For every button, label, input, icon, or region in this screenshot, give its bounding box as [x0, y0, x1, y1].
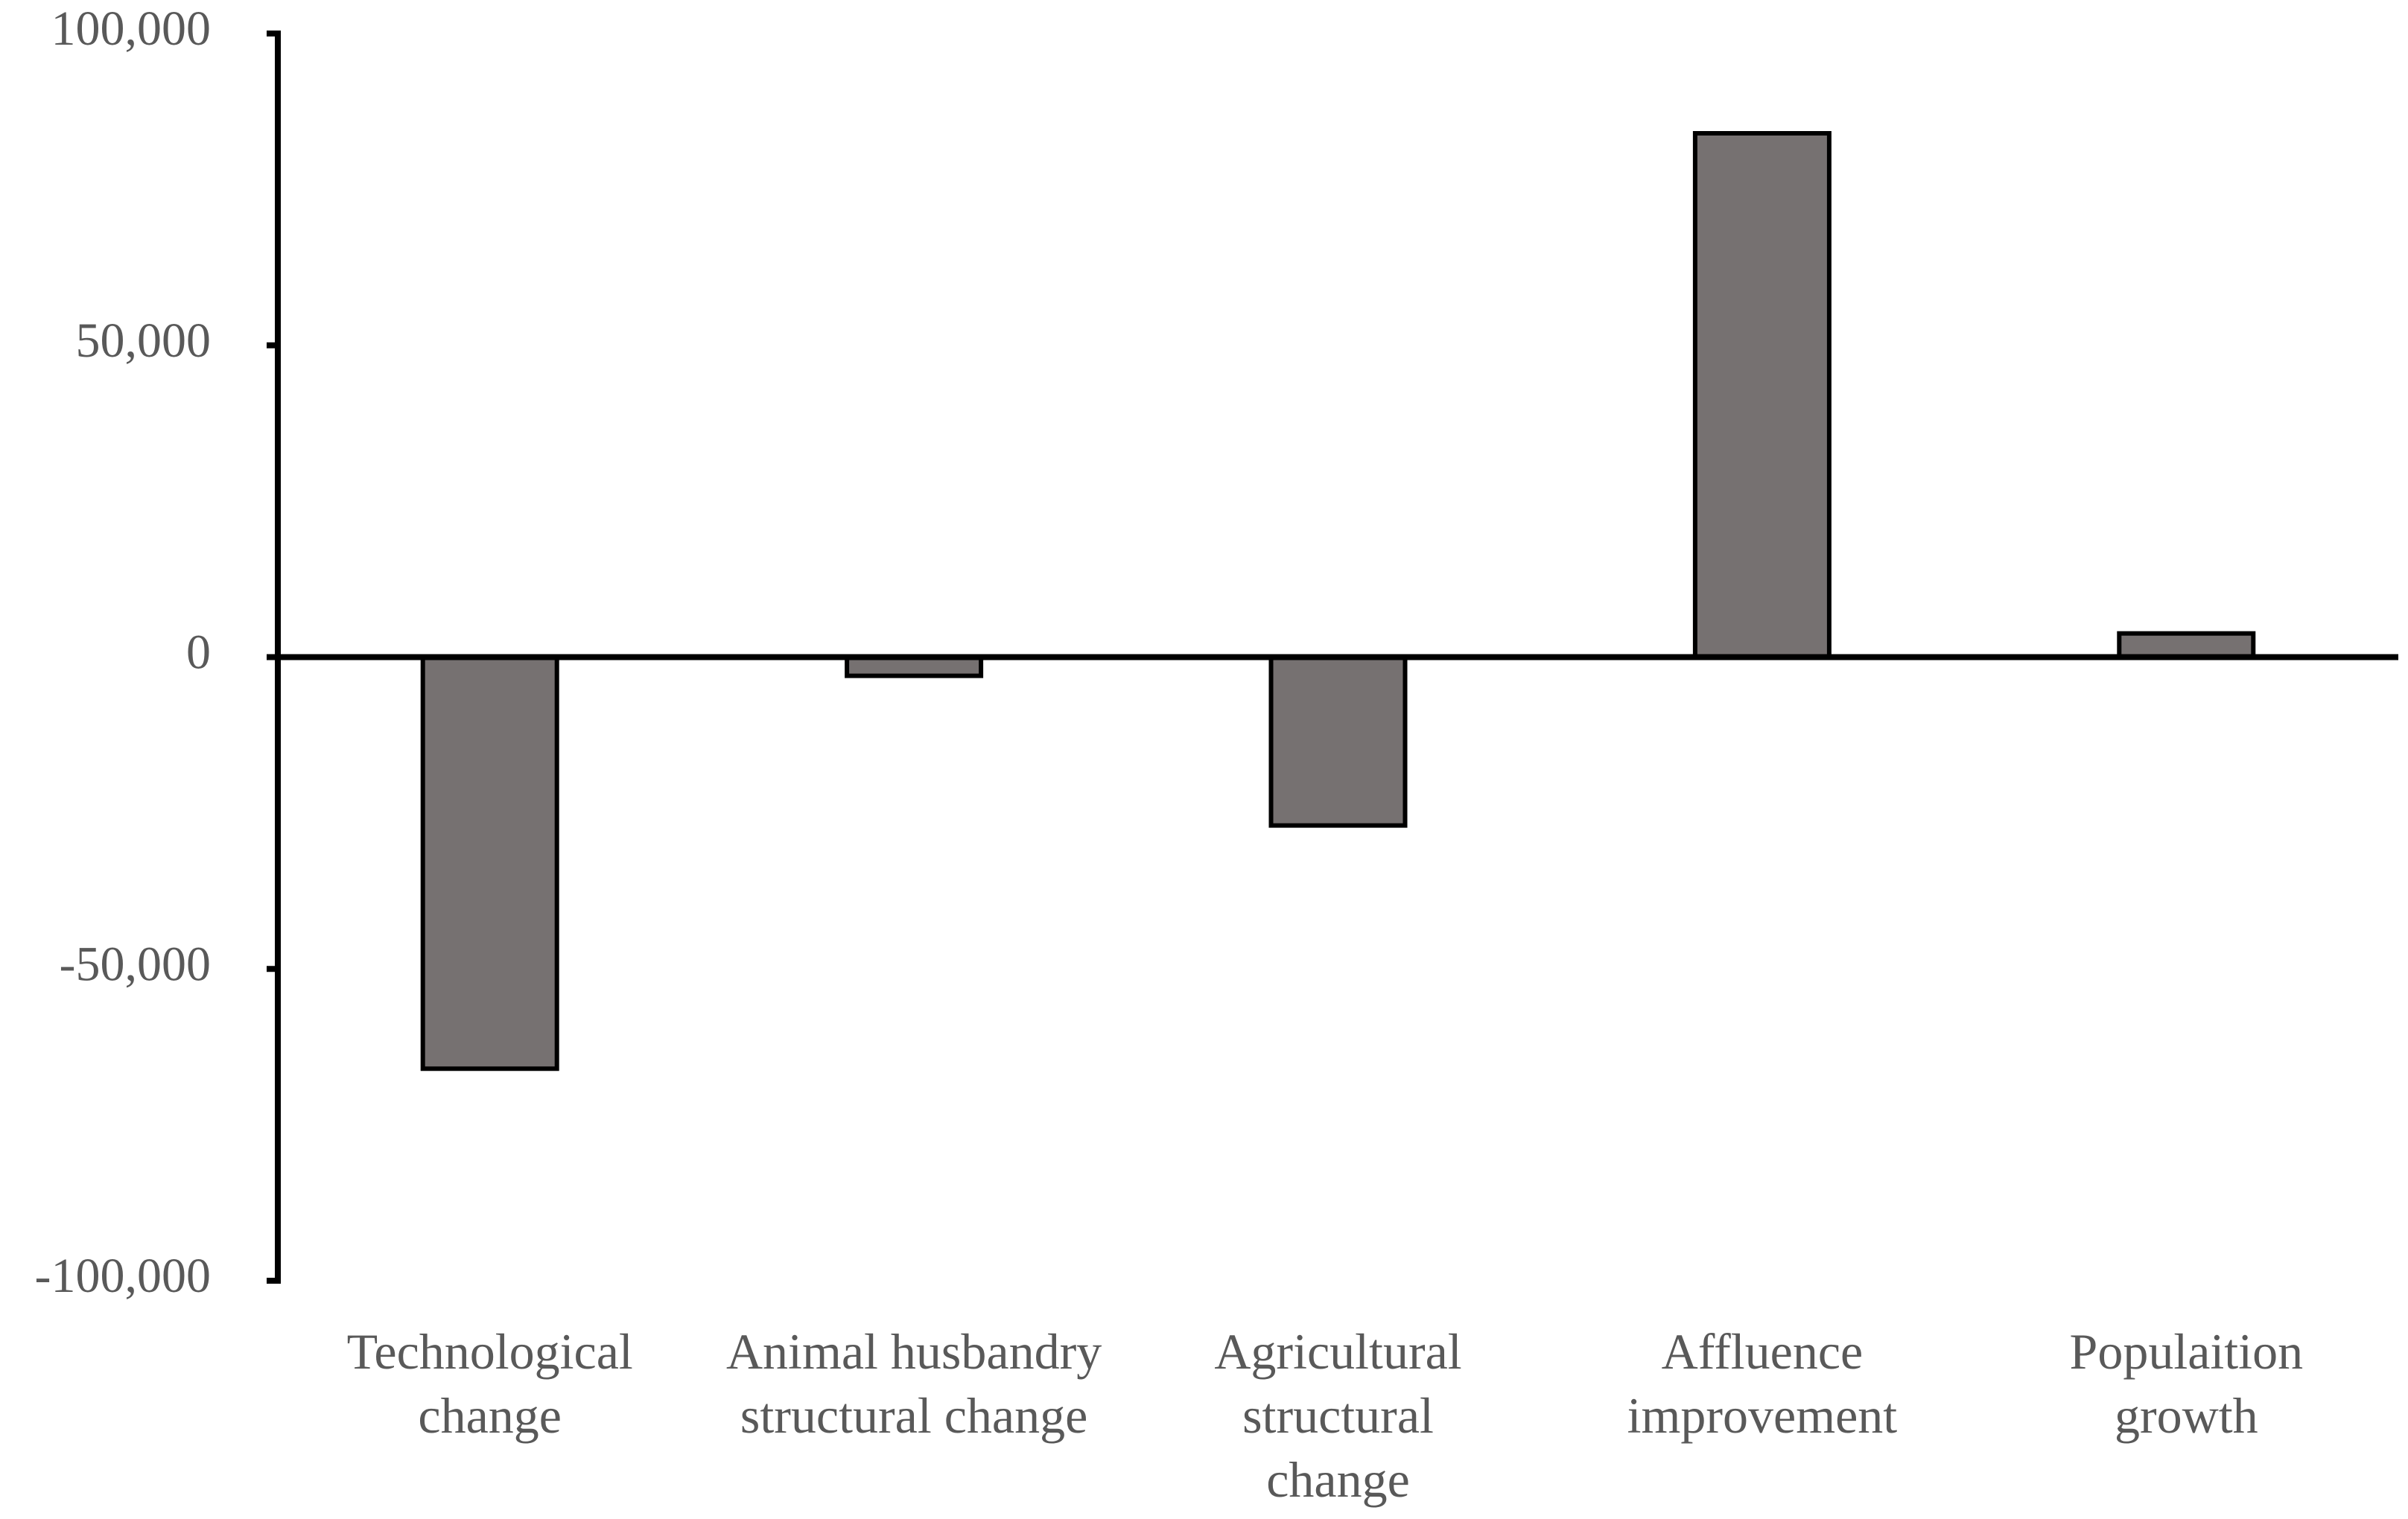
category-label-4-line-1: growth — [2115, 1387, 2258, 1444]
y-tick-label-0: 100,000 — [51, 1, 212, 56]
y-tick-label-1: 50,000 — [76, 313, 212, 368]
category-label-4-line-0: Populaition — [2070, 1323, 2304, 1380]
category-label-1-line-1: structural change — [740, 1387, 1087, 1444]
y-tick-label-2: 0 — [186, 625, 211, 680]
category-label-1: Animal husbandry structural change — [726, 1323, 1102, 1444]
category-label-3: Affluence improvement — [1627, 1323, 1898, 1444]
category-label-1-line-0: Animal husbandry — [726, 1323, 1102, 1380]
category-label-2: Agricultural structural change — [1214, 1323, 1461, 1508]
category-label-3-line-1: improvement — [1627, 1387, 1898, 1444]
bar-2 — [1268, 655, 1408, 828]
category-label-2-line-2: change — [1266, 1451, 1410, 1508]
category-label-4: Populaition growth — [2070, 1323, 2304, 1444]
axes-group — [267, 31, 2398, 1284]
bar-0 — [420, 655, 559, 1071]
bar-3 — [1692, 131, 1832, 660]
bars-group — [420, 131, 2256, 1071]
category-labels: Technological change Animal husbandry struc… — [347, 1323, 2303, 1508]
category-label-0-line-1: change — [418, 1387, 562, 1444]
y-tick-label-3: -50,000 — [60, 937, 211, 991]
category-label-0: Technological change — [347, 1323, 633, 1444]
bar-4 — [2117, 631, 2256, 660]
category-label-2-line-1: structural — [1242, 1387, 1434, 1444]
y-tick-label-4: -100,000 — [35, 1249, 211, 1303]
category-label-2-line-0: Agricultural — [1214, 1323, 1461, 1380]
category-label-0-line-0: Technological — [347, 1323, 633, 1380]
y-tick-labels: 100,000 50,000 0 -50,000 -100,000 — [35, 1, 211, 1303]
category-label-3-line-0: Affluence — [1662, 1323, 1864, 1380]
